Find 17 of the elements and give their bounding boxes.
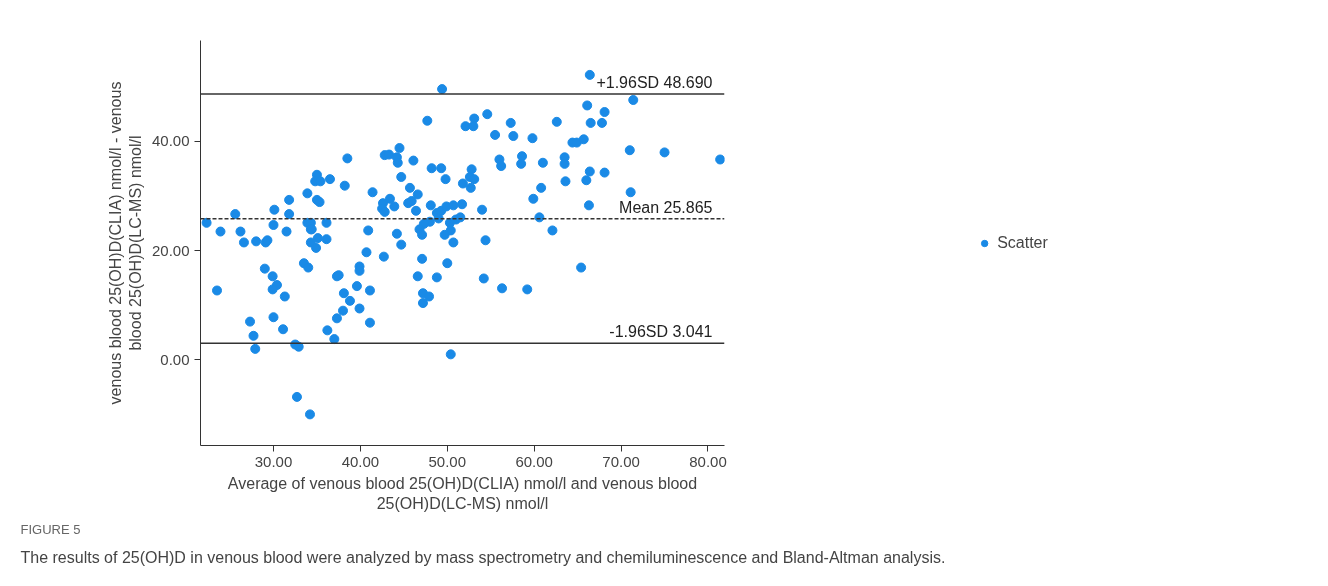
y-tick-label: 40.00 [151,132,190,150]
x-tick-label: 40.00 [341,452,380,470]
x-tick-label: 50.00 [428,452,467,470]
x-tick-label: 80.00 [689,452,727,470]
x-tick-label: 30.00 [254,452,293,470]
ref-line-label: Mean 25.865 [619,198,713,216]
x-tick-label: 60.00 [515,452,553,470]
x-tick-label: 70.00 [602,452,640,470]
text: The results of 25(OH)D in venous blood were analyzed by mass spectrometry and chemiluminescence and Bland-Altman analysis. [20,548,946,566]
ref-line-label: +1.96SD 48.690 [596,74,713,92]
y-tick-label: 20.00 [151,241,190,259]
ref-line-label: -1.96SD 3.041 [609,323,713,341]
y-tick-label: 0.00 [160,350,190,368]
x-axis-title: Average of venous blood 25(OH)D(CLIA) nmol/l and venous blood 25(OH)D(LC-MS) nmol/l [227,474,698,512]
y-axis-title: venous blood 25(OH)D(CLIA) nmol/l - venous blood 25(OH)D(LC-MS) nmol/l [106,81,144,405]
caption: FIGURE 5 [20,521,81,537]
legend-label: Scatter [997,233,1048,252]
